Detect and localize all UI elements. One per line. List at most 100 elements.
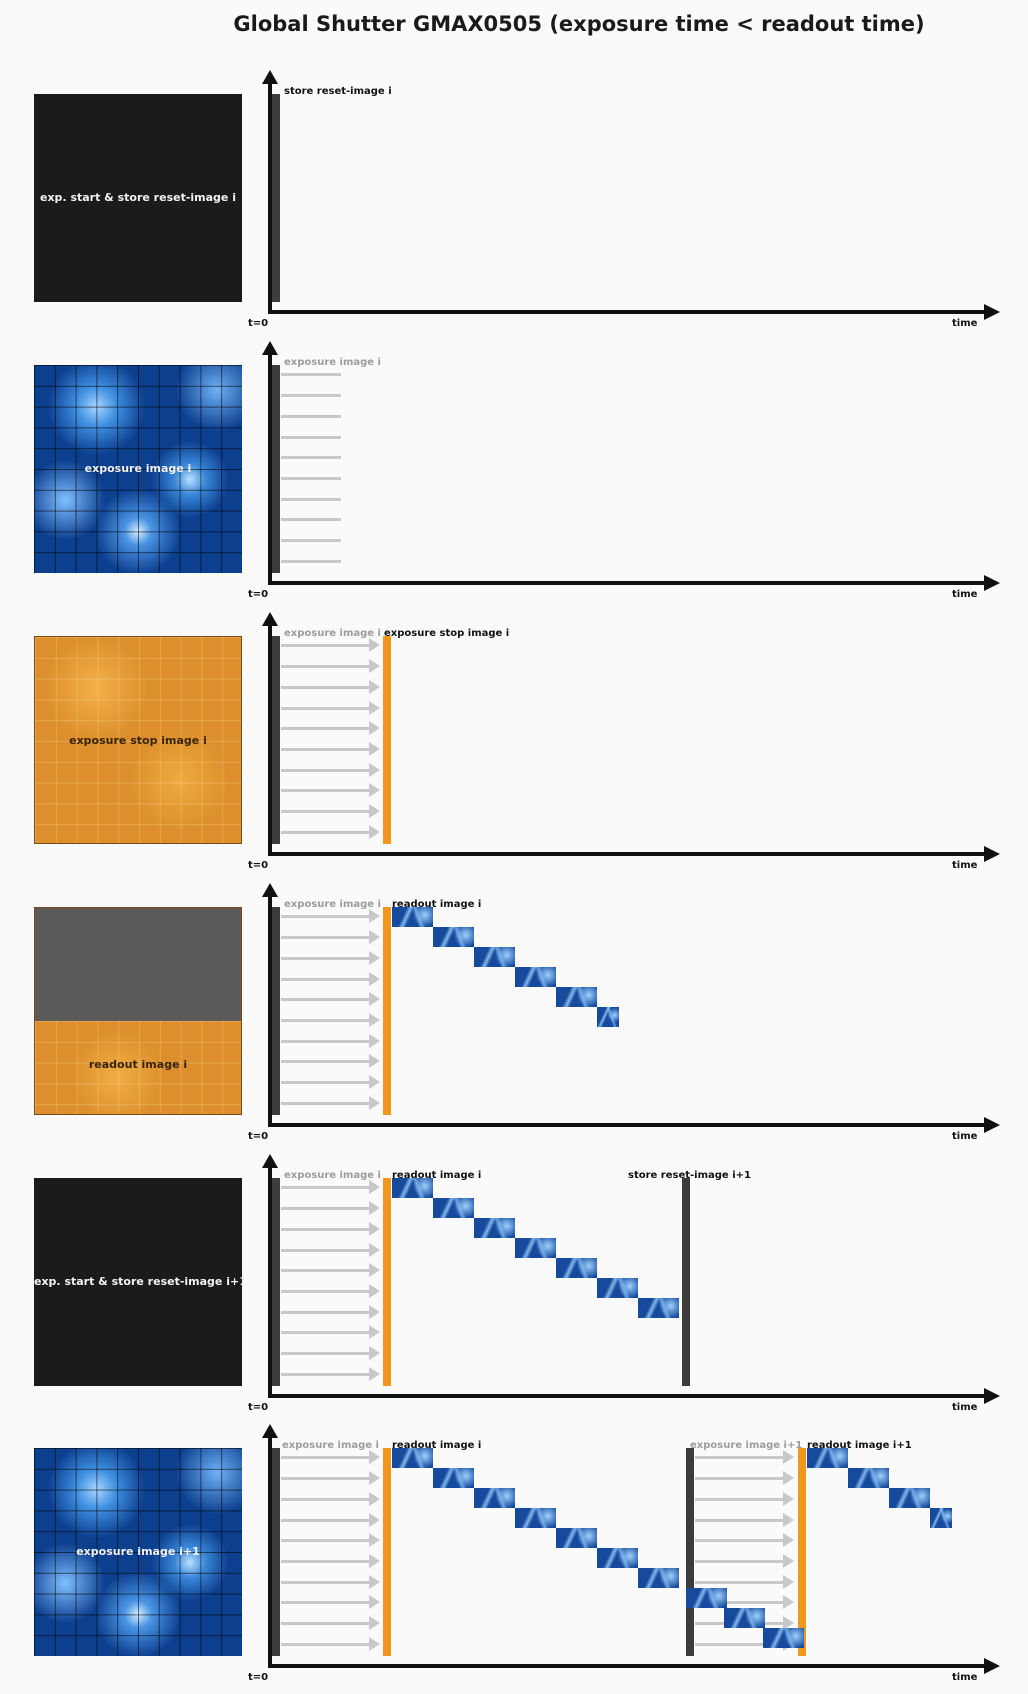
- exposure-row-arrow: [281, 763, 380, 777]
- timing-panel-3: exposure stop image i t=0 time exposure …: [0, 612, 1028, 882]
- exposure-row-arrow: [281, 1595, 380, 1609]
- readout-label: readout image i: [392, 899, 482, 910]
- readout-block: [638, 1298, 679, 1318]
- timing-panel-2: exposure image i t=0 time exposure image…: [0, 341, 1028, 611]
- exposure-row-arrow: [695, 1513, 794, 1527]
- exposure-row-arrow: [695, 1575, 794, 1589]
- readout-label: readout image i: [392, 1440, 482, 1451]
- sensor-image: exposure image i+1: [34, 1448, 242, 1656]
- exposure-row-arrow: [281, 1243, 380, 1257]
- origin-label: t=0: [248, 1131, 269, 1142]
- readout-block: [515, 1508, 556, 1528]
- time-axis: [268, 852, 986, 856]
- exposure-row-arrow: [281, 783, 380, 797]
- exposure-row-arrow: [281, 825, 380, 839]
- exposure-row-arrow: [281, 560, 341, 563]
- exposure-row-arrow: [281, 951, 380, 965]
- reset-image-bar: [272, 94, 280, 302]
- exposure-row-arrow: [281, 1637, 380, 1651]
- time-axis: [268, 310, 986, 314]
- pending-readout-region: [35, 1021, 241, 1114]
- y-axis: [268, 895, 272, 1127]
- sensor-image: exposure image i: [34, 365, 242, 573]
- sensor-label: exp. start & store reset-image i: [40, 191, 236, 204]
- exposure-row-arrow: [281, 1367, 380, 1381]
- sensor-label: exposure stop image i: [69, 734, 207, 747]
- time-label: time: [952, 860, 978, 871]
- readout-block: [474, 1218, 515, 1238]
- readout-block: [724, 1608, 765, 1628]
- time-axis-arrowhead: [984, 575, 1000, 591]
- exposure-row-arrow: [281, 498, 341, 501]
- time-axis: [268, 1394, 986, 1398]
- time-label: time: [952, 1672, 978, 1683]
- time-axis: [268, 1123, 986, 1127]
- exposure-row-arrow: [281, 415, 341, 418]
- exposure-label: exposure image i: [284, 628, 381, 639]
- exposure-label: exposure image i: [284, 357, 381, 368]
- exposure-row-arrow: [281, 1201, 380, 1215]
- reset-image-bar: [272, 907, 280, 1115]
- readout-block: [807, 1448, 848, 1468]
- exposure-stop-bar: [383, 907, 391, 1115]
- readout-label: readout image i: [392, 1170, 482, 1181]
- page-title: Global Shutter GMAX0505 (exposure time <…: [233, 12, 925, 36]
- sensor-image: readout image i: [34, 907, 242, 1115]
- readout-block: [556, 1528, 597, 1548]
- readout-block: [474, 1488, 515, 1508]
- exposure-label: exposure image i: [284, 899, 381, 910]
- exposure-row-arrow: [281, 539, 341, 542]
- origin-label: t=0: [248, 318, 269, 329]
- exposure-row-arrow: [281, 373, 341, 376]
- exposure-row-arrow: [281, 1554, 380, 1568]
- exposure-row-arrow: [281, 1346, 380, 1360]
- readout-block: [930, 1508, 952, 1528]
- y-axis: [268, 624, 272, 856]
- readout-block: [686, 1588, 727, 1608]
- exposure-row-arrow: [695, 1595, 794, 1609]
- exposure-stop-bar: [383, 636, 391, 844]
- reset-image-bar: [272, 1448, 280, 1656]
- time-axis-arrowhead: [984, 1388, 1000, 1404]
- exposure-row-arrow: [281, 909, 380, 923]
- readout-done-region: [35, 908, 241, 1022]
- y-axis: [268, 1166, 272, 1398]
- exposure-row-arrow: [281, 1513, 380, 1527]
- exposure-row-arrow: [281, 1450, 380, 1464]
- time-axis-arrowhead: [984, 846, 1000, 862]
- exposure-row-arrow: [281, 680, 380, 694]
- exposure-stop-bar: [383, 1178, 391, 1386]
- exposure-stop-label: exposure stop image i: [384, 628, 510, 639]
- exposure-row-arrow: [281, 701, 380, 715]
- y-axis: [268, 1436, 272, 1668]
- exposure-row-arrow: [281, 659, 380, 673]
- time-label: time: [952, 1402, 978, 1413]
- timing-panel-1: exp. start & store reset-image i t=0 tim…: [0, 70, 1028, 340]
- y-axis-arrowhead: [262, 70, 278, 84]
- exposure-row-arrow: [281, 1096, 380, 1110]
- reset-image-bar-next: [686, 1448, 694, 1656]
- readout-block: [889, 1488, 930, 1508]
- exposure-row-arrow: [281, 477, 341, 480]
- y-axis: [268, 82, 272, 314]
- origin-label: t=0: [248, 1402, 269, 1413]
- exposure-row-arrow: [281, 1180, 380, 1194]
- exposure-row-arrow: [281, 972, 380, 986]
- exposure-next-label: exposure image i+1: [690, 1440, 803, 1451]
- readout-next-label: readout image i+1: [807, 1440, 912, 1451]
- exposure-row-arrow: [281, 1305, 380, 1319]
- readout-block: [763, 1628, 804, 1648]
- timing-panel-6: exposure image i+1 t=0 time exposure ima…: [0, 1424, 1028, 1694]
- reset-image-bar: [272, 365, 280, 573]
- readout-block: [556, 987, 597, 1007]
- exposure-row-arrow: [695, 1450, 794, 1464]
- y-axis-arrowhead: [262, 341, 278, 355]
- exposure-row-arrow: [281, 638, 380, 652]
- reset-image-bar: [272, 1178, 280, 1386]
- y-axis-arrowhead: [262, 1424, 278, 1438]
- time-axis-arrowhead: [984, 1658, 1000, 1674]
- readout-block: [433, 927, 474, 947]
- exposure-row-arrow: [281, 992, 380, 1006]
- exposure-label: exposure image i: [284, 1170, 381, 1181]
- readout-block: [392, 907, 433, 927]
